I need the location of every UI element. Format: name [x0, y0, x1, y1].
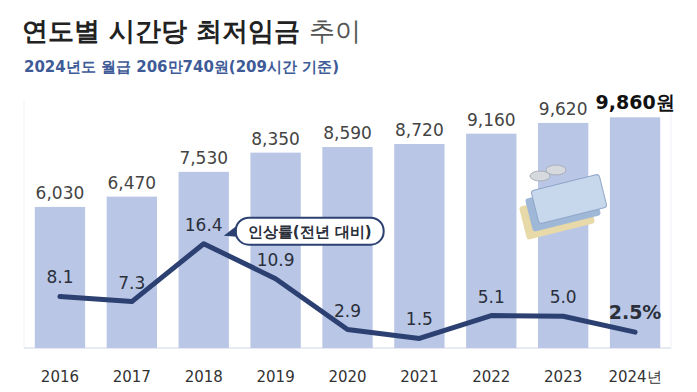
bar: [394, 144, 444, 348]
rate-label: 10.9: [257, 250, 295, 270]
bar: [107, 197, 157, 348]
rate-label: 2.5%: [609, 301, 662, 323]
bar-label: 6,030: [36, 183, 85, 203]
rate-label: 5.1: [478, 287, 505, 307]
coin: [546, 165, 566, 175]
bar: [35, 207, 85, 348]
y2-axis-line: [671, 100, 672, 348]
rate-label: 5.0: [550, 287, 577, 307]
rate-label: 7.3: [118, 273, 145, 293]
plot-marks: [35, 117, 660, 348]
bar-label: 9,620: [539, 99, 588, 119]
callout-box: [236, 218, 384, 245]
bar-label: 8,350: [251, 129, 300, 149]
x-tick-label: 2024년: [608, 368, 661, 386]
series-name: 인상률(전년 대비): [248, 223, 372, 241]
x-tick-label: 2018: [185, 368, 223, 386]
bar-label: 7,530: [179, 148, 228, 168]
x-tick-label: 2023: [544, 368, 582, 386]
x-tick-label: 2016: [41, 368, 79, 386]
rate-label: 8.1: [46, 267, 73, 287]
bar-label: 9,160: [467, 110, 516, 130]
y-axis-line: [24, 100, 25, 348]
bar-label: 6,470: [107, 173, 156, 193]
bar: [250, 153, 300, 348]
x-tick-label: 2022: [472, 368, 510, 386]
series-callout: 인상률(전년 대비): [224, 218, 384, 245]
rate-label: 16.4: [185, 215, 223, 235]
bar-label: 9,860원: [596, 91, 675, 113]
title: 연도별 시간당 최저임금 추이: [22, 16, 361, 46]
x-tick-label: 2017: [113, 368, 151, 386]
labels: 6,030 6,470 7,530 8,350 8,590 8,720 9,160 9,620…: [36, 91, 675, 329]
x-tick-label: 2021: [400, 368, 438, 386]
rate-label: 1.5: [406, 309, 433, 329]
x-tick-label: 2020: [328, 368, 366, 386]
rate-line: [60, 244, 635, 339]
money-icon: [519, 165, 607, 240]
bill: [531, 174, 607, 224]
title-part: 추이: [309, 16, 361, 46]
subtitle: 2024년도 월급 206만740원(209시간 기준): [24, 58, 339, 76]
rate-label: 2.9: [334, 301, 361, 321]
chart: 연도별 시간당 최저임금 추이 2024년도 월급 206만740원(209시간 …: [0, 0, 697, 392]
callout-pointer: [224, 226, 237, 237]
bar-label: 8,590: [323, 123, 372, 143]
x-tick-label: 2019: [257, 368, 295, 386]
title-part: 연도별 시간당 최저임금: [22, 16, 309, 46]
bar-label: 8,720: [395, 120, 444, 140]
